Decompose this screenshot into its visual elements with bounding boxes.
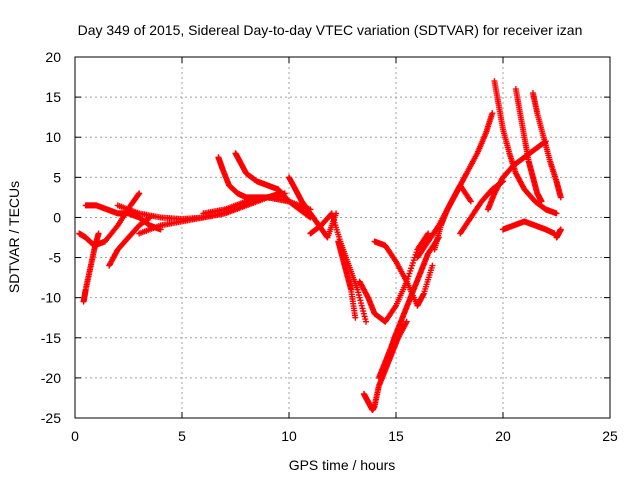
series-arc-23 <box>529 90 564 201</box>
series-arc-25 <box>553 226 564 241</box>
data-point <box>403 318 410 325</box>
data-point <box>557 226 564 233</box>
series-arc-15 <box>356 230 432 325</box>
x-tick-label: 25 <box>602 428 618 444</box>
y-tick-label: 15 <box>45 89 61 105</box>
series-arc-02 <box>80 230 102 305</box>
series-arc-08 <box>232 150 314 221</box>
series-arc-24 <box>457 178 506 237</box>
data-point <box>363 318 370 325</box>
data-point <box>425 230 432 237</box>
data-point <box>553 210 560 217</box>
data-series <box>76 78 564 413</box>
data-point <box>352 314 359 321</box>
y-tick-label: -15 <box>41 330 61 346</box>
y-tick-label: -20 <box>41 370 61 386</box>
plot-border <box>74 56 611 419</box>
x-axis-label: GPS time / hours <box>289 457 396 473</box>
series-arc-14 <box>375 234 442 381</box>
axis-ticks <box>74 56 611 419</box>
series-arc-11 <box>307 210 370 325</box>
series-arc-19 <box>491 78 560 217</box>
tick-labels: 0 5 10 15 20 25 -25 -20 -15 -10 -5 0 5 10 15 20 <box>41 49 618 444</box>
data-point <box>538 198 545 205</box>
series-arc-18 <box>431 182 474 253</box>
x-tick-label: 10 <box>281 428 297 444</box>
data-point <box>95 230 102 237</box>
data-point <box>467 198 474 205</box>
y-tick-label: -25 <box>41 410 61 426</box>
series-arc-10 <box>286 174 340 241</box>
x-tick-label: 20 <box>495 428 511 444</box>
y-tick-label: -5 <box>49 250 62 266</box>
series-arc-16 <box>371 238 436 309</box>
series-arc-01 <box>76 190 143 249</box>
x-tick-label: 5 <box>178 428 186 444</box>
data-point <box>135 191 142 198</box>
series-arc-09 <box>200 194 314 217</box>
data-point <box>429 262 436 269</box>
y-tick-label: 0 <box>53 209 61 225</box>
x-tick-label: 0 <box>71 428 79 444</box>
data-point <box>136 190 143 197</box>
grid <box>75 57 610 418</box>
data-point <box>557 194 564 201</box>
y-tick-label: 20 <box>45 49 61 65</box>
series-arc-07 <box>215 154 288 201</box>
y-tick-label: -10 <box>41 290 61 306</box>
data-point <box>489 110 496 117</box>
chart-title: Day 349 of 2015, Sidereal Day-to-day VTE… <box>78 22 583 38</box>
series-arc-12 <box>335 238 359 321</box>
series-arc-22 <box>500 218 558 237</box>
data-point <box>500 178 506 185</box>
y-tick-label: 10 <box>45 129 61 145</box>
y-tick-label: 5 <box>53 169 61 185</box>
series-arc-20 <box>512 86 545 205</box>
y-axis-label: SDTVAR / TECUs <box>6 181 22 293</box>
x-tick-label: 15 <box>388 428 404 444</box>
series-arc-04 <box>106 214 153 269</box>
